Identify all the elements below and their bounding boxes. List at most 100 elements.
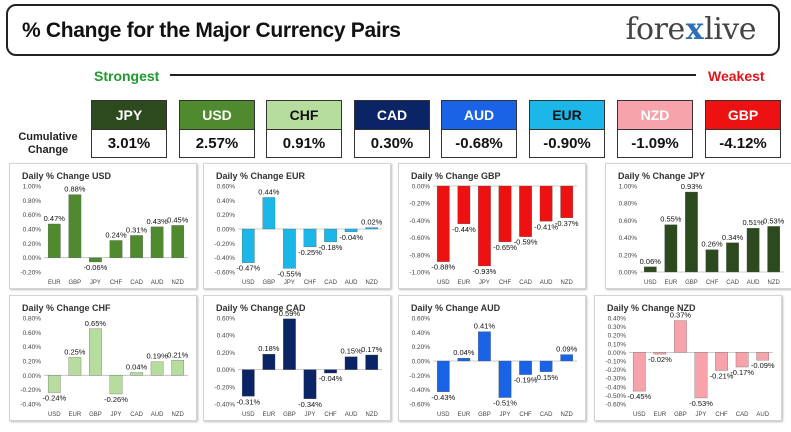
x-tick-label: EUR <box>263 412 276 418</box>
bar-value-label: 0.43% <box>147 217 169 226</box>
bar <box>241 369 255 397</box>
y-tick-label: -1.00% <box>409 270 430 277</box>
x-tick-label: AUD <box>756 412 769 418</box>
currency-card-jpy: JPY 3.01% <box>91 100 167 158</box>
forexlive-logo: forexlive <box>625 12 756 47</box>
bar-value-label: -0.43% <box>431 393 455 402</box>
x-tick-label: GBP <box>685 280 698 286</box>
y-tick-label: 0.10% <box>608 341 627 348</box>
bar <box>685 191 698 273</box>
y-tick-label: 0.00% <box>23 255 42 262</box>
bar-value-label: -0.31% <box>236 397 260 406</box>
x-tick-label: GBP <box>89 412 102 418</box>
y-tick-label: -0.20% <box>20 270 41 277</box>
y-tick-label: -0.40% <box>409 387 430 394</box>
y-tick-label: -0.60% <box>605 402 626 409</box>
bar <box>283 228 296 269</box>
bar-value-label: 0.06% <box>640 257 662 266</box>
bar-value-label: -0.34% <box>298 400 322 409</box>
currency-name: NZD <box>617 100 693 129</box>
currency-name: EUR <box>529 100 605 129</box>
bar <box>756 352 770 361</box>
x-tick-label: AUD <box>345 280 358 286</box>
y-tick-label: -0.40% <box>214 255 235 262</box>
bar-value-label: -0.15% <box>534 373 558 382</box>
bar-value-label: -0.19% <box>514 376 538 385</box>
y-tick-label: 0.20% <box>217 212 236 219</box>
y-tick-label: 0.60% <box>23 212 42 219</box>
x-tick-label: CAD <box>540 412 553 418</box>
bar-value-label: 0.55% <box>660 215 682 224</box>
currency-card-aud: AUD -0.68% <box>441 100 517 158</box>
y-tick-label: 0.20% <box>412 344 431 351</box>
bar <box>767 226 781 273</box>
bar-value-label: 0.41% <box>474 322 496 331</box>
y-tick-label: -0.20% <box>20 387 41 394</box>
x-tick-label: NZD <box>366 412 379 418</box>
x-tick-label: AUD <box>345 412 358 418</box>
bar <box>241 228 255 263</box>
bar <box>262 197 276 230</box>
bar-value-label: -0.24% <box>42 394 66 403</box>
bar <box>726 242 739 273</box>
bar-value-label: -0.51% <box>493 399 517 408</box>
currency-cumulative-value: -0.68% <box>441 129 517 158</box>
bar-value-label: -0.59% <box>514 238 538 247</box>
bar-value-label: -0.88% <box>431 263 455 272</box>
y-tick-label: -0.80% <box>409 252 430 259</box>
bar-value-label: 0.24% <box>105 230 127 239</box>
y-tick-label: 0.20% <box>23 359 42 366</box>
bar <box>47 223 61 258</box>
daily-chart-panel: -0.40% -0.20% 0.00% 0.20% 0.40% 0.60% 0.80% -0.… <box>9 295 197 421</box>
y-tick-label: 0.00% <box>412 359 431 366</box>
y-tick-label: -0.30% <box>605 376 626 383</box>
bar <box>653 352 667 355</box>
cumulative-change-label: Cumulative Change <box>18 131 78 156</box>
bar <box>344 356 358 370</box>
x-tick-label: NZD <box>561 280 574 286</box>
currency-card-gbp: GBP -4.12% <box>705 100 781 158</box>
bar <box>436 360 450 392</box>
y-tick-label: 0.20% <box>23 241 42 248</box>
page-title: % Change for the Major Currency Pairs <box>22 19 401 42</box>
bar <box>130 372 143 376</box>
bar <box>457 185 471 224</box>
x-tick-label: EUR <box>458 412 471 418</box>
bar-value-label: 0.93% <box>681 182 703 191</box>
x-tick-label: CAD <box>130 280 143 286</box>
currency-cumulative-value: -4.12% <box>705 129 781 158</box>
currency-name: CHF <box>266 100 342 129</box>
currency-cumulative-value: 2.57% <box>179 129 255 158</box>
x-tick-label: NZD <box>172 412 185 418</box>
daily-chart-panel: -0.60% -0.50% -0.40% -0.30% -0.20% -0.10% 0.00… <box>594 295 782 421</box>
weakest-label: Weakest <box>708 68 765 84</box>
bar-value-label: 0.04% <box>453 348 475 357</box>
chart-title: Daily % Change GBP <box>411 171 501 181</box>
x-tick-label: NZD <box>768 280 781 286</box>
y-tick-label: -0.40% <box>20 402 41 409</box>
currency-name: AUD <box>441 100 517 129</box>
bar-value-label: -0.02% <box>648 355 672 364</box>
bar <box>365 227 379 230</box>
bar <box>735 352 749 368</box>
bar <box>478 185 491 267</box>
bar <box>47 375 61 393</box>
bar <box>262 353 276 370</box>
y-tick-label: 0.00% <box>412 184 431 191</box>
bar-value-label: 0.31% <box>126 225 148 234</box>
bar-chart: -0.20% 0.00% 0.20% 0.40% 0.60% 0.80% 1.00% 0.47… <box>20 184 188 287</box>
bar <box>674 320 687 353</box>
bar <box>150 226 164 258</box>
y-tick-label: 0.60% <box>217 184 236 191</box>
y-tick-label: 0.40% <box>23 344 42 351</box>
x-tick-label: USD <box>242 412 255 418</box>
x-tick-label: EUR <box>665 280 678 286</box>
bar-value-label: 0.09% <box>556 345 578 354</box>
x-tick-label: CAD <box>736 412 749 418</box>
y-tick-label: 0.40% <box>608 316 627 323</box>
daily-chart-panel: -0.20% 0.00% 0.20% 0.40% 0.60% 0.80% 1.00% 0.47… <box>9 163 197 289</box>
y-tick-label: 0.40% <box>412 330 431 337</box>
bar <box>498 360 512 398</box>
x-tick-label: GBP <box>263 280 276 286</box>
bar-value-label: -0.17% <box>730 368 754 377</box>
